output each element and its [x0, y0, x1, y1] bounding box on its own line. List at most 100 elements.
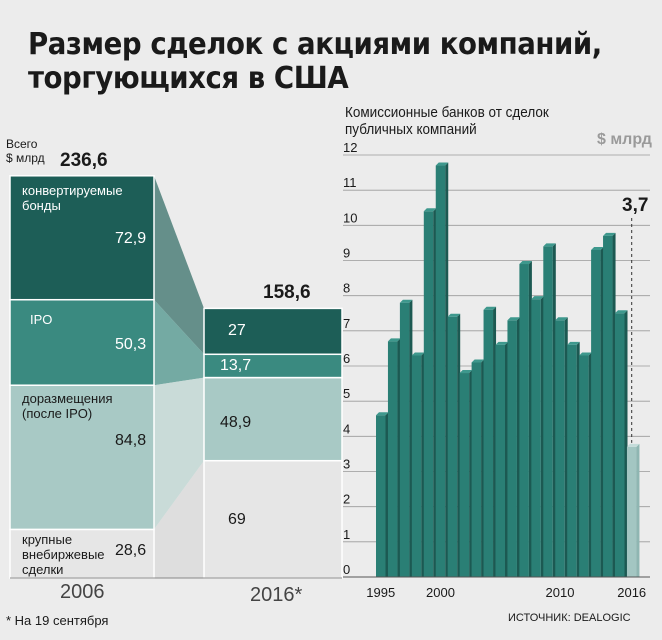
bar-2005: [495, 344, 505, 577]
bar-2012: [579, 355, 589, 577]
total-2016: 158,6: [263, 282, 311, 303]
bar-1996: [387, 341, 398, 577]
bar-side-1997: [409, 299, 413, 577]
right-title-line-1: Комиссионные банков от сделок: [345, 104, 549, 121]
bar-2007: [519, 264, 529, 577]
total-label-line-1: Всего: [6, 137, 38, 151]
bar-2004: [483, 309, 494, 577]
source-label: ИСТОЧНИК: DEALOGIC: [508, 612, 631, 624]
stack-2016-block: [203, 459, 343, 579]
y-tick-3: 3: [343, 457, 350, 472]
seg-followon-label-line-2: (после IPO): [22, 406, 93, 421]
connector-band-ipo: [154, 299, 204, 386]
total-2006: 236,6: [60, 150, 108, 171]
value-2006-convertible: 72,9: [115, 230, 147, 247]
value-2016-followon: 48,9: [220, 414, 252, 431]
chart-title: Размер сделок с акциями компаний, торгую…: [28, 27, 602, 96]
seg-convertible-label-line-1: конвертируемые: [22, 183, 123, 198]
last-bar-annotation: 3,7: [622, 195, 648, 216]
bar-top-2003: [471, 359, 485, 363]
bar-top-2010: [555, 317, 568, 321]
total-label-line-2: $ млрд: [6, 151, 45, 165]
bar-2002: [459, 373, 470, 577]
y-tick-5: 5: [343, 386, 350, 401]
stack-2006-convertible: [9, 175, 155, 301]
seg-followon-label: доразмещения (после IPO): [22, 391, 113, 421]
total-label: Всего $ млрд: [6, 137, 45, 165]
bar-top-2015: [615, 310, 628, 314]
stack-2006-ipo: [9, 298, 155, 386]
bar-1999: [423, 211, 434, 577]
bar-top-2008: [531, 296, 544, 300]
stack-2006-followon: [9, 384, 155, 531]
bar-side-1995: [385, 412, 389, 577]
bar-side-2012: [588, 352, 592, 577]
bar-side-2007: [528, 261, 532, 577]
value-2006-followon: 84,8: [115, 432, 147, 449]
stack-2016-followon: [203, 376, 343, 462]
seg-followon-label-line-1: доразмещения: [22, 391, 113, 406]
bar-2013: [591, 249, 601, 577]
bar-top-1996: [387, 338, 401, 342]
bar-top-2005: [495, 341, 508, 345]
seg-block-label: крупные внебиржевые сделки: [22, 532, 105, 577]
bar-side-2005: [505, 341, 508, 577]
bar-side-2000: [445, 162, 449, 578]
bar-top-2006: [507, 317, 520, 321]
seg-block-label-line-1: крупные: [22, 532, 73, 547]
bar-side-2016: [636, 443, 640, 577]
bar-2006: [507, 320, 517, 577]
stack-2006-block: [9, 528, 155, 579]
value-2006-block: 28,6: [115, 542, 147, 559]
bar-top-2004: [483, 306, 497, 310]
right-chart-title: Комиссионные банков от сделок публичных …: [345, 104, 606, 138]
bar-top-1997: [399, 299, 413, 303]
y-tick-12: 12: [343, 140, 357, 155]
right-title-line-2: публичных компаний: [345, 121, 477, 138]
bar-top-2007: [519, 261, 532, 265]
bar-1998: [411, 355, 422, 577]
bar-top-1999: [423, 208, 437, 212]
bar-2010: [555, 320, 565, 577]
y-tick-8: 8: [343, 281, 350, 296]
bar-top-2001: [447, 313, 461, 317]
bar-2000: [435, 165, 446, 578]
y-tick-0: 0: [343, 562, 350, 577]
seg-ipo-label: IPO: [30, 312, 52, 327]
seg-convertible-label: конвертируемые бонды: [22, 183, 123, 213]
bar-side-2013: [600, 246, 604, 577]
bar-2011: [567, 344, 577, 577]
unit-label: $ млрд: [597, 131, 652, 148]
bar-top-2009: [543, 243, 556, 247]
bar-side-2002: [469, 370, 473, 577]
bar-top-1998: [411, 352, 425, 356]
title-line-1: Размер сделок с акциями компаний,: [28, 27, 602, 62]
bar-side-2009: [552, 243, 556, 577]
bar-top-2012: [579, 352, 592, 356]
value-2016-block: 69: [228, 511, 246, 528]
bar-2008: [531, 299, 541, 577]
bar-top-1995: [376, 412, 389, 416]
footnote: * На 19 сентября: [6, 613, 109, 628]
connector-band-followon: [154, 377, 204, 530]
bar-side-2008: [540, 296, 544, 577]
y-tick-10: 10: [343, 210, 357, 225]
year-2006: 2006: [60, 581, 105, 603]
bar-2001: [447, 316, 458, 577]
x-tick-2000: 2000: [426, 585, 455, 600]
bar-side-2014: [612, 232, 616, 577]
bar-side-2011: [576, 341, 580, 577]
bar-2009: [543, 246, 553, 577]
y-tick-4: 4: [343, 421, 350, 436]
bar-side-2004: [493, 306, 497, 577]
bar-2015: [615, 313, 625, 577]
y-tick-2: 2: [343, 492, 350, 507]
bar-2014: [603, 235, 613, 577]
bar-top-2002: [459, 370, 473, 374]
y-tick-7: 7: [343, 316, 350, 331]
bar-top-2013: [591, 246, 604, 250]
stack-2016-convertible: [203, 307, 343, 356]
bar-side-2001: [457, 313, 461, 577]
value-2016-convertible: 27: [228, 322, 246, 339]
